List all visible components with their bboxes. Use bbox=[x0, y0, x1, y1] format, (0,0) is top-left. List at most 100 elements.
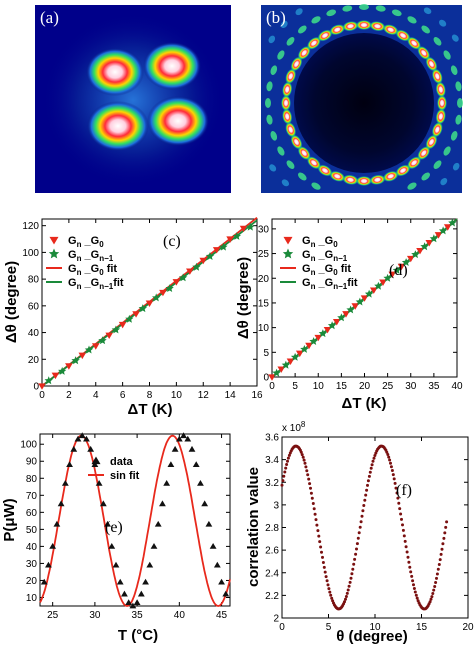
correlation-point bbox=[406, 555, 410, 559]
triangle-down-marker bbox=[397, 263, 406, 271]
correlation-point bbox=[388, 458, 392, 462]
chart-f-ylabel: correlation value bbox=[245, 467, 262, 587]
star-marker bbox=[309, 337, 318, 345]
correlation-point bbox=[445, 520, 449, 524]
star-marker bbox=[300, 345, 309, 353]
star-marker bbox=[246, 222, 255, 231]
correlation-point bbox=[404, 545, 408, 549]
x-tick-label: 15 bbox=[336, 381, 348, 392]
correlation-point bbox=[349, 576, 353, 580]
outer-spot bbox=[311, 182, 321, 190]
panel-label-e: (e) bbox=[105, 519, 123, 536]
correlation-point bbox=[371, 459, 375, 463]
correlation-point bbox=[443, 531, 447, 535]
outer-spot bbox=[298, 25, 307, 34]
correlation-point bbox=[326, 583, 330, 587]
x-tick-label: 16 bbox=[251, 390, 263, 401]
outer-spot bbox=[281, 179, 290, 187]
star-marker bbox=[125, 314, 134, 323]
correlation-point bbox=[310, 496, 314, 500]
x-tick-label: 40 bbox=[451, 381, 463, 392]
triangle-down-marker bbox=[283, 236, 293, 245]
triangle-down-marker bbox=[379, 279, 387, 286]
triangle-down-marker bbox=[434, 232, 443, 239]
correlation-point bbox=[432, 588, 436, 592]
triangle-down-marker bbox=[295, 350, 304, 358]
correlation-point bbox=[325, 579, 329, 583]
outer-spot bbox=[455, 114, 462, 125]
y-tick-label: 60 bbox=[26, 508, 38, 519]
triangle-up-marker bbox=[57, 500, 65, 507]
star-marker bbox=[272, 368, 281, 377]
correlation-point bbox=[434, 581, 438, 584]
legend-label: Gn _Gn−1 bbox=[68, 249, 114, 263]
triangle-up-marker bbox=[99, 500, 107, 507]
legend-label: Gn _G0 fit bbox=[68, 263, 117, 277]
correlation-point bbox=[440, 547, 444, 551]
y-tick-label: 2.6 bbox=[265, 546, 279, 557]
ring-spot bbox=[342, 174, 359, 185]
correlation-point bbox=[323, 570, 327, 574]
y-tick-label: 80 bbox=[26, 474, 38, 485]
correlation-point bbox=[392, 477, 396, 481]
triangle-up-marker bbox=[209, 542, 217, 549]
x-tick-label: 4 bbox=[93, 390, 99, 401]
correlation-point bbox=[350, 572, 354, 576]
correlation-point bbox=[385, 450, 389, 454]
correlation-point bbox=[439, 552, 443, 556]
triangle-up-marker bbox=[70, 445, 78, 452]
ring-spot bbox=[407, 156, 422, 170]
x-tick-label: 8 bbox=[147, 390, 153, 401]
triangle-down-marker bbox=[369, 287, 378, 294]
outer-spot bbox=[450, 130, 458, 141]
correlation-point bbox=[412, 583, 415, 587]
lobe-top-right bbox=[143, 42, 201, 90]
outer-spot bbox=[421, 172, 430, 181]
x-tick-label: 25 bbox=[382, 381, 394, 392]
star-marker bbox=[44, 376, 53, 385]
correlation-point bbox=[327, 587, 331, 591]
correlation-point bbox=[315, 523, 319, 527]
correlation-point bbox=[411, 579, 415, 583]
x-tick-label: 20 bbox=[462, 622, 474, 633]
x-tick-label: 35 bbox=[428, 381, 440, 392]
correlation-point bbox=[352, 562, 356, 566]
correlation-point bbox=[354, 552, 358, 556]
outer-spot bbox=[286, 160, 295, 169]
y-tick-label: 5 bbox=[263, 348, 269, 359]
correlation-point bbox=[396, 496, 400, 500]
outer-spot bbox=[407, 182, 417, 190]
image-b-ring-spots bbox=[281, 20, 447, 186]
legend-label: Gn _G0 bbox=[68, 235, 104, 249]
triangle-up-marker bbox=[154, 520, 162, 527]
triangle-down-marker bbox=[49, 236, 59, 245]
triangle-down-marker bbox=[78, 352, 87, 360]
chart-f: 0 5 10 15 20 2 2.2 2.4 2.6 2.8 3 3.2 3.4 3.6 x 108 (f… bbox=[245, 420, 474, 645]
y-tick-label: 25 bbox=[258, 249, 270, 260]
triangle-up-marker bbox=[104, 520, 111, 527]
triangle-down-marker bbox=[91, 343, 100, 350]
triangle-down-marker bbox=[105, 332, 113, 340]
triangle-down-marker bbox=[416, 247, 424, 255]
outer-spot bbox=[268, 35, 276, 44]
outer-spot bbox=[423, 7, 432, 15]
correlation-point bbox=[309, 486, 312, 490]
ring-spot bbox=[282, 81, 293, 98]
ring-spot bbox=[382, 170, 399, 182]
outer-spot bbox=[280, 20, 288, 29]
y-tick-label: 3.6 bbox=[265, 433, 279, 444]
correlation-point bbox=[321, 555, 324, 559]
y-tick-label: 0 bbox=[33, 382, 39, 393]
correlation-point bbox=[364, 493, 368, 497]
ring-spot bbox=[285, 121, 297, 138]
correlation-point bbox=[301, 455, 305, 459]
triangle-down-marker bbox=[323, 326, 332, 334]
y-tick-label: 30 bbox=[26, 559, 38, 570]
x-tick-label: 45 bbox=[216, 610, 228, 621]
y-tick-label: 10 bbox=[26, 593, 38, 604]
image-a-halo bbox=[41, 12, 225, 188]
chart-d-points bbox=[268, 218, 457, 381]
x-tick-label: 30 bbox=[405, 381, 417, 392]
